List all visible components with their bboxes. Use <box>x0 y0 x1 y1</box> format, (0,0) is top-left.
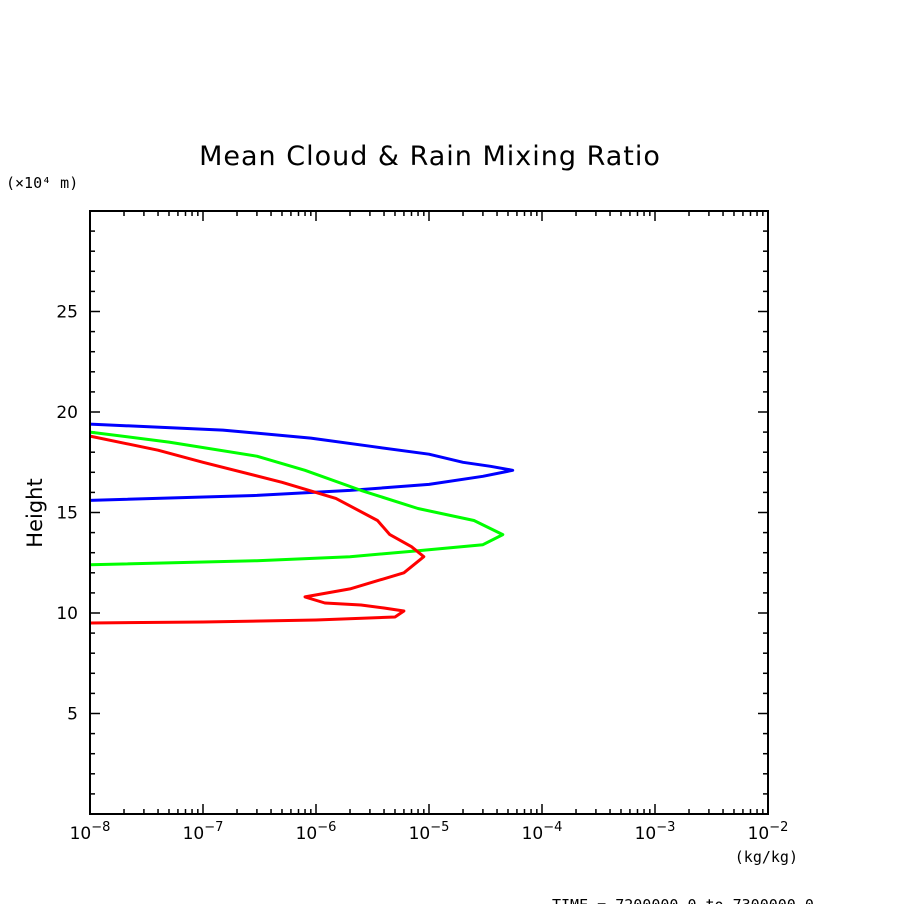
x-tick-label: 10−8 <box>70 820 111 844</box>
y-tick-label: 20 <box>56 403 78 423</box>
series-line-3 <box>89 434 426 625</box>
y-tick-label: 5 <box>67 705 78 725</box>
x-tick-label: 10−2 <box>748 820 789 844</box>
axis-ticks <box>89 210 769 815</box>
x-tick-label: 10−5 <box>409 820 450 844</box>
plot-frame <box>89 210 769 815</box>
y-tick-label: 15 <box>56 504 78 524</box>
series-line-2 <box>89 430 505 567</box>
x-tick-label: 10−6 <box>296 820 337 844</box>
chart-title: Mean Cloud & Rain Mixing Ratio <box>199 141 661 172</box>
x-tick-label: 10−3 <box>635 820 676 844</box>
footer-time-range: TIME = 7200000.0 to 7300000.0 <box>552 896 814 904</box>
x-tick-label: 10−4 <box>522 820 563 844</box>
tick-labels: 10−8 10−7 10−6 10−5 10−4 10−3 10−2 5 10 15 20 25 <box>56 303 788 845</box>
x-unit-label: (kg/kg) <box>735 848 798 866</box>
y-tick-label: 10 <box>56 604 78 624</box>
series-layer <box>89 422 515 625</box>
series-line-1 <box>89 422 515 502</box>
y-tick-label: 25 <box>56 303 78 323</box>
y-unit-label: (×10⁴ m) <box>6 174 78 192</box>
y-axis-label: Height <box>23 478 47 547</box>
x-tick-label: 10−7 <box>183 820 224 844</box>
